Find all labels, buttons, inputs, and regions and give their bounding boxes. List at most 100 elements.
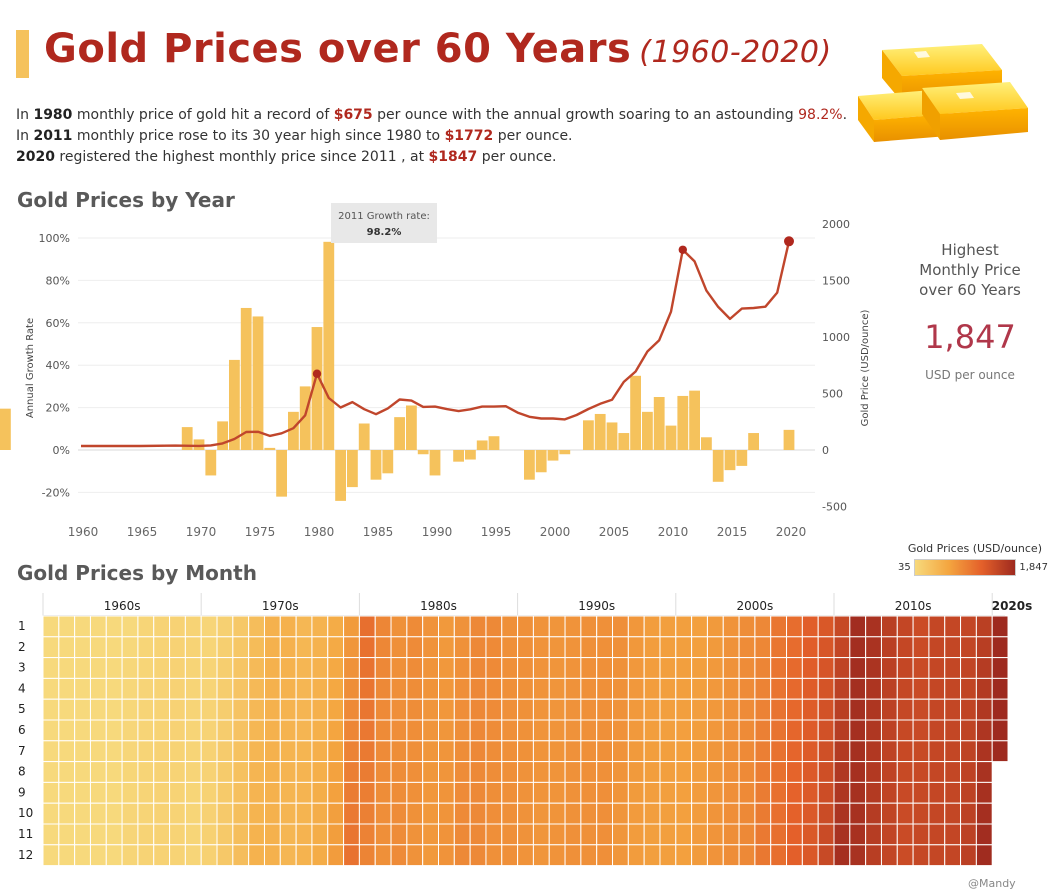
y-right-tick-label: 0 (822, 444, 829, 457)
heatmap-cell (89, 781, 107, 804)
heatmap-cell (406, 636, 424, 659)
heatmap-cell (279, 698, 297, 721)
heatmap-cell (263, 657, 281, 679)
month-label: 6 (18, 723, 26, 737)
heatmap-cell (675, 761, 693, 783)
heatmap-cell (975, 740, 993, 763)
heatmap-cell (438, 844, 455, 867)
x-tick-label: 1980 (304, 525, 335, 539)
heatmap-cell (754, 823, 772, 846)
heatmap-cell (944, 823, 962, 846)
heatmap-cell (169, 844, 186, 867)
heatmap-cell (169, 740, 186, 763)
heatmap-cell (817, 802, 835, 825)
heatmap-cell (786, 844, 803, 867)
heatmap-cell (248, 740, 265, 763)
heatmap-cell (706, 781, 724, 804)
heatmap-cell (817, 781, 835, 804)
heatmap-cell (896, 615, 914, 638)
growth-bar (712, 450, 724, 482)
heatmap-cell (643, 698, 661, 721)
heatmap-cell (279, 781, 297, 804)
heatmap-cell (896, 740, 914, 763)
month-label: 1 (18, 619, 26, 633)
heatmap-cell (659, 698, 677, 721)
y-right-tick-label: 500 (822, 388, 843, 401)
heatmap-cell (865, 781, 882, 804)
heatmap-cell (390, 636, 408, 659)
heatmap-cell (596, 781, 614, 804)
heatmap-cell (121, 802, 139, 825)
heatmap-cell (596, 761, 614, 783)
heatmap-cell (406, 657, 424, 679)
heatmap-cell (137, 802, 155, 825)
heatmap-cell (327, 677, 345, 700)
heatmap-cell (89, 761, 107, 783)
growth-bar (618, 433, 630, 450)
heatmap-cell (121, 636, 139, 659)
heatmap-cell (469, 844, 487, 867)
heatmap-cell (786, 657, 803, 679)
heatmap-cell (263, 781, 281, 804)
heatmap-cell (801, 740, 819, 763)
heatmap-cell (422, 823, 439, 846)
heatmap-cell (485, 781, 503, 804)
heatmap-cell (991, 740, 1009, 763)
heatmap-cell (105, 823, 123, 846)
heatmap-cell (612, 615, 629, 638)
heatmap-cell (406, 844, 424, 867)
heatmap-cell (722, 781, 740, 804)
heatmap-cell (833, 677, 851, 700)
legend-min: 35 (898, 562, 911, 573)
heatmap-cell (216, 719, 234, 742)
growth-bar (724, 450, 736, 471)
heatmap-cell (216, 781, 234, 804)
heatmap-cell (801, 657, 819, 679)
heatmap-cell (343, 740, 360, 763)
heatmap-cell (248, 636, 265, 659)
heatmap-cell (612, 844, 629, 867)
heatmap-cell (137, 740, 155, 763)
kpi-title: Highest Monthly Price over 60 Years (900, 240, 1040, 300)
heatmap-cell (248, 844, 265, 867)
growth-bar (653, 397, 665, 450)
heatmap-cell (706, 657, 724, 679)
heatmap-cell (374, 844, 392, 867)
y-left-tick-label: 100% (39, 232, 70, 245)
heatmap-cell (343, 802, 360, 825)
heatmap-cell (358, 823, 376, 846)
heatmap-cell (74, 802, 91, 825)
heatmap-cell (880, 802, 898, 825)
heatmap-cell (311, 677, 329, 700)
annotation-label: 2011 Growth rate: (338, 211, 430, 222)
heatmap-cell (833, 698, 851, 721)
heatmap-cell (627, 823, 645, 846)
heatmap-cell (833, 761, 851, 783)
heatmap-cell (975, 781, 993, 804)
heatmap-cell (722, 802, 740, 825)
heatmap-cell (786, 636, 803, 659)
heatmap-cell (184, 761, 202, 783)
heatmap-cell (770, 657, 788, 679)
x-tick-label: 1995 (481, 525, 512, 539)
heatmap-cell (105, 657, 123, 679)
annotation-value: 98.2% (367, 227, 402, 238)
x-tick-label: 2020 (776, 525, 807, 539)
heatmap-cell (612, 719, 629, 742)
heatmap-cell (865, 719, 882, 742)
grid-lines (78, 237, 815, 493)
heatmap-cell (960, 677, 977, 700)
month-label: 11 (18, 827, 33, 841)
heatmap-cell (564, 698, 582, 721)
heatmap-cell (295, 761, 313, 783)
heatmap-cell (849, 823, 867, 846)
heatmap-cell (865, 761, 882, 783)
heatmap-cell (675, 802, 693, 825)
heatmap-cell (58, 636, 76, 659)
heatmap-cell (548, 677, 566, 700)
y-left-tick-label: 40% (46, 359, 70, 372)
month-label: 5 (18, 702, 26, 716)
y-left-tick-label: 80% (46, 274, 70, 287)
heatmap-cell (74, 657, 91, 679)
heatmap-cell (548, 657, 566, 679)
